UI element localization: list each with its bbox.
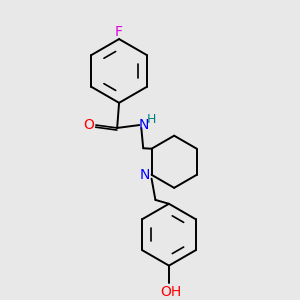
- Text: N: N: [139, 118, 149, 132]
- Text: O: O: [84, 118, 94, 132]
- Text: OH: OH: [160, 285, 182, 299]
- Text: H: H: [147, 113, 157, 126]
- Text: N: N: [140, 168, 150, 182]
- Text: F: F: [115, 25, 123, 39]
